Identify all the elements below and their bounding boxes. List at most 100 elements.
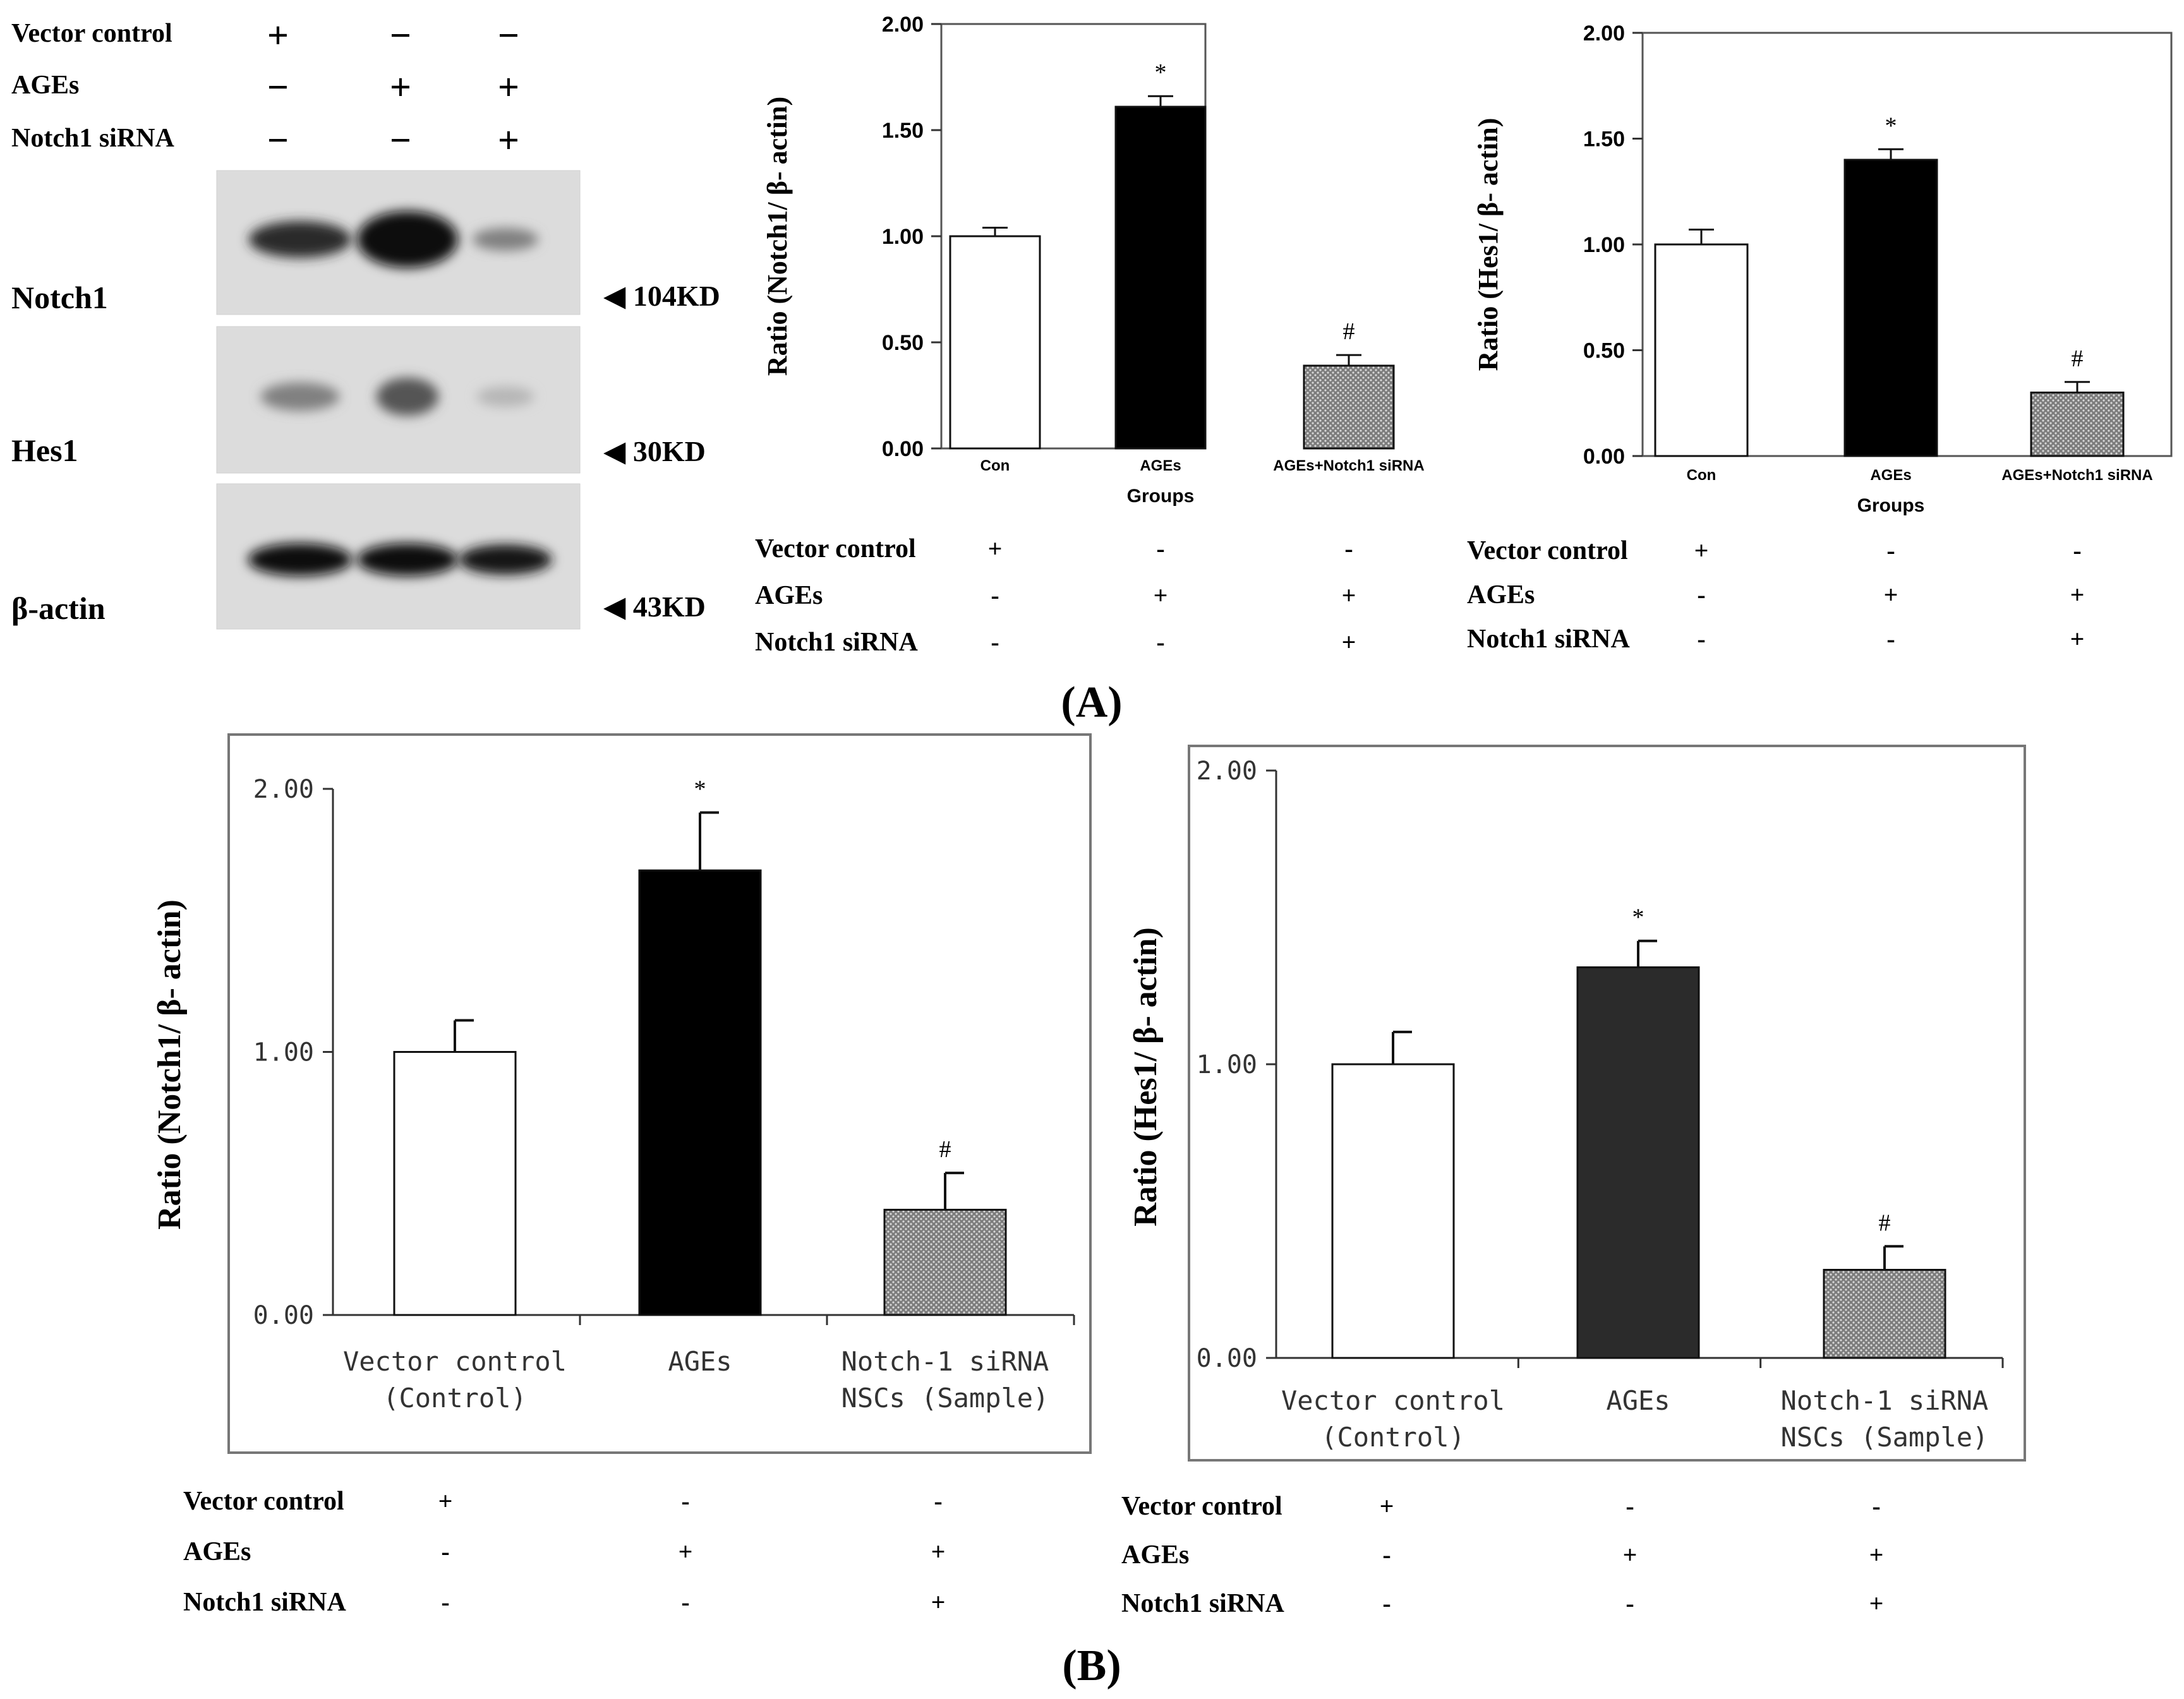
chart-border: [1188, 745, 2026, 1462]
bar-sirna: [1303, 364, 1395, 450]
bar-control: [1654, 243, 1749, 457]
x-tick-label: AGEs+Notch1 siRNA: [1273, 457, 1424, 474]
condition-sign: -: [681, 1487, 689, 1515]
bar-control: [1331, 1063, 1455, 1359]
condition-sign: +: [1884, 580, 1898, 609]
condition-sign: -: [2073, 536, 2081, 565]
condition-sign: +: [1869, 1540, 1884, 1569]
x-tick-label: Vector control: [343, 1346, 567, 1377]
y-tick-label: 0.00: [882, 437, 924, 461]
y-tick-label: 1.00: [1583, 233, 1625, 257]
condition-label: AGEs: [1121, 1540, 1189, 1570]
bar-sirna: [1823, 1269, 1946, 1359]
blot-sign: +: [390, 66, 411, 108]
condition-label: Notch1 siRNA: [755, 628, 918, 657]
bar-ages: [1576, 966, 1700, 1359]
y-tick-label: 1.00: [1197, 1050, 1257, 1079]
x-tick-label: AGEs: [1870, 467, 1911, 484]
blot-band: [248, 543, 353, 576]
x-tick-label: (Control): [383, 1383, 527, 1414]
condition-sign: -: [681, 1588, 689, 1616]
significance-mark: #: [2072, 345, 2084, 372]
condition-sign: +: [2070, 580, 2085, 609]
condition-sign: -: [1886, 536, 1895, 565]
x-tick-label: AGEs: [668, 1346, 732, 1377]
condition-sign: -: [1886, 625, 1895, 653]
x-tick-label: Con: [1687, 467, 1716, 484]
blot-band-name: β-actin: [11, 591, 106, 626]
condition-sign: +: [438, 1487, 453, 1515]
y-axis-label: Ratio (Hes1/ β- actin): [1473, 118, 1504, 371]
condition-sign: -: [991, 581, 999, 609]
condition-sign: -: [1382, 1589, 1391, 1618]
condition-sign: -: [1872, 1492, 1880, 1520]
blot-band: [260, 382, 340, 411]
chart-border: [227, 733, 1092, 1454]
condition-label: Notch1 siRNA: [1121, 1589, 1284, 1618]
significance-mark: *: [694, 776, 706, 802]
y-tick-label: 1.50: [1583, 128, 1625, 152]
condition-sign: -: [1697, 625, 1705, 653]
y-axis-label: Ratio (Hes1/ β- actin): [1128, 927, 1164, 1227]
x-tick-label: (Control): [1321, 1422, 1465, 1453]
condition-sign: -: [1697, 580, 1705, 609]
blot-mw-label: ◀ 43KD: [603, 591, 706, 623]
x-tick-label: AGEs+Notch1 siRNA: [2001, 467, 2152, 484]
chart-a-notch1: 0.00 0.50 1.00 1.50 2.00 Ratio (Notch1/ β- ac…: [755, 13, 1425, 657]
blot-sign: +: [498, 119, 519, 161]
condition-sign: +: [1380, 1492, 1394, 1520]
bar-ages: [638, 869, 762, 1316]
x-axis-label: Groups: [1857, 495, 1925, 516]
y-tick-label: 2.00: [1197, 757, 1257, 786]
blot-row-label: AGEs: [11, 71, 79, 100]
y-tick-label: 0.50: [1583, 339, 1625, 363]
condition-label: AGEs: [1467, 580, 1535, 609]
condition-sign: -: [441, 1588, 449, 1616]
condition-sign: +: [1342, 581, 1356, 609]
y-tick-label: 2.00: [1583, 21, 1625, 45]
bar-sirna: [883, 1208, 1007, 1316]
condition-label: Vector control: [183, 1487, 344, 1516]
bar-ages: [1114, 105, 1207, 450]
y-axis-label: Ratio (Notch1/ β- actin): [152, 899, 188, 1230]
blot-sign: −: [498, 15, 519, 56]
condition-sign: +: [1154, 581, 1168, 609]
blot-band-name: Notch1: [11, 280, 108, 315]
condition-sign: +: [1694, 536, 1709, 565]
blot-sign: −: [390, 119, 411, 161]
condition-sign: -: [441, 1537, 449, 1566]
condition-label: AGEs: [183, 1537, 251, 1566]
x-tick-label: Notch-1 siRNA: [1781, 1385, 1989, 1416]
blot-sign: −: [267, 66, 289, 108]
bar-control: [393, 1051, 517, 1316]
chart-b-notch1: 0.00 1.00 2.00 Ratio (Notch1/ β- actin) Vect…: [152, 733, 1092, 1617]
blot-sign: −: [267, 119, 289, 161]
y-axis-label: Ratio (Notch1/ β- actin): [762, 97, 793, 376]
blot-row-label: Vector control: [11, 19, 172, 48]
y-tick-label: 0.00: [1197, 1344, 1257, 1373]
y-tick-label: 0.00: [253, 1301, 314, 1330]
significance-mark: *: [1632, 904, 1644, 931]
significance-mark: #: [939, 1136, 951, 1163]
x-tick-label: Notch-1 siRNA: [842, 1346, 1049, 1377]
condition-sign: +: [679, 1537, 693, 1566]
blot-sign: −: [390, 15, 411, 56]
panel-label-b: (B): [1062, 1642, 1121, 1690]
panel-label-a: (A): [1061, 678, 1122, 727]
significance-mark: #: [1343, 318, 1355, 345]
chart-a-hes1: 0.00 0.50 1.00 1.50 2.00 Ratio (Hes1/ β- acti…: [1467, 21, 2173, 654]
blot-band-name: Hes1: [11, 433, 78, 468]
blot-band: [376, 378, 439, 416]
condition-label: Notch1 siRNA: [1467, 625, 1630, 654]
blot-sign: +: [267, 15, 289, 56]
x-tick-label: NSCs (Sample): [842, 1383, 1049, 1414]
bar-sirna: [2030, 392, 2125, 457]
condition-sign: +: [931, 1537, 946, 1566]
blot-band: [248, 221, 352, 258]
y-tick-label: 2.00: [882, 13, 924, 37]
y-tick-label: 0.50: [882, 331, 924, 355]
y-tick-label: 0.00: [1583, 445, 1625, 469]
x-axis-label: Groups: [1127, 486, 1195, 507]
significance-mark: *: [1155, 59, 1167, 86]
condition-sign: -: [991, 628, 999, 656]
